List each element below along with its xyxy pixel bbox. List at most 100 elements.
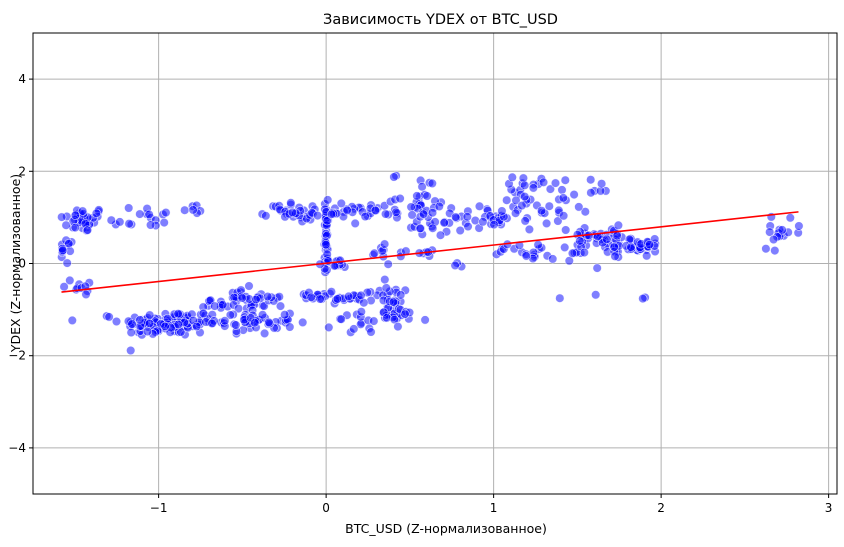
scatter-point bbox=[111, 316, 122, 327]
scatter-point bbox=[381, 283, 391, 293]
scatter-point bbox=[596, 179, 607, 189]
scatter-point bbox=[350, 218, 360, 228]
scatter-point bbox=[415, 223, 425, 233]
scatter-point bbox=[135, 209, 145, 219]
y-tick-label: −4 bbox=[8, 441, 26, 455]
scatter-point bbox=[233, 304, 244, 314]
scatter-point bbox=[356, 307, 366, 317]
scatter-point bbox=[489, 220, 499, 230]
x-tick-label: 3 bbox=[825, 501, 833, 515]
scatter-point bbox=[463, 221, 473, 232]
scatter-point bbox=[336, 198, 346, 208]
scatter-point bbox=[567, 248, 578, 258]
scatter-point bbox=[321, 240, 331, 250]
scatter-point bbox=[544, 201, 554, 211]
scatter-point bbox=[391, 207, 401, 217]
scatter-point bbox=[145, 318, 155, 329]
scatter-point bbox=[67, 315, 77, 326]
scatter-point bbox=[558, 193, 568, 203]
scatter-point bbox=[558, 211, 569, 221]
scatter-point bbox=[336, 314, 346, 324]
scatter-point bbox=[474, 201, 485, 211]
scatter-point bbox=[768, 234, 779, 245]
scatter-point bbox=[470, 215, 480, 226]
scatter-point bbox=[145, 310, 155, 320]
scatter-point bbox=[626, 242, 636, 252]
scatter-point bbox=[400, 309, 410, 319]
scatter-point bbox=[770, 246, 780, 256]
scatter-point bbox=[422, 191, 432, 201]
scatter-point bbox=[533, 240, 543, 250]
scatter-point bbox=[434, 201, 444, 211]
scatter-point bbox=[545, 184, 556, 194]
scatter-point bbox=[435, 230, 446, 240]
scatter-point bbox=[560, 175, 570, 185]
chart-title: Зависимость YDEX от BTC_USD bbox=[323, 12, 558, 28]
scatter-points bbox=[57, 171, 804, 356]
scatter-point bbox=[520, 180, 530, 190]
scatter-point bbox=[349, 324, 359, 334]
scatter-point bbox=[575, 236, 585, 246]
scatter-point bbox=[389, 172, 399, 182]
regression-line-group bbox=[61, 211, 799, 293]
scatter-point bbox=[388, 297, 399, 307]
scatter-point bbox=[502, 195, 512, 205]
scatter-point bbox=[517, 201, 527, 211]
scatter-point bbox=[550, 178, 561, 188]
scatter-point bbox=[62, 258, 72, 268]
scatter-point bbox=[412, 191, 422, 201]
scatter-point bbox=[61, 220, 71, 230]
regression-line bbox=[61, 211, 799, 293]
scatter-point bbox=[455, 225, 465, 236]
scatter-point bbox=[360, 211, 370, 222]
scatter-point bbox=[528, 183, 539, 193]
scatter-point bbox=[77, 206, 88, 216]
y-tick-label: 2 bbox=[18, 164, 26, 178]
scatter-point bbox=[586, 175, 596, 185]
scatter-point bbox=[180, 205, 190, 215]
scatter-point bbox=[613, 220, 624, 230]
scatter-point bbox=[335, 255, 345, 266]
scatter-point bbox=[574, 202, 584, 212]
scatter-point bbox=[161, 208, 171, 218]
scatter-point bbox=[395, 193, 405, 204]
scatter-point bbox=[591, 290, 601, 300]
scatter-point bbox=[326, 209, 337, 219]
scatter-point bbox=[580, 207, 590, 217]
scatter-point bbox=[142, 326, 153, 337]
y-tick-label: 4 bbox=[18, 72, 26, 86]
scatter-point bbox=[638, 294, 648, 304]
scatter-point bbox=[536, 206, 547, 216]
scatter-point bbox=[287, 207, 298, 217]
scatter-point bbox=[263, 292, 273, 302]
scatter-point bbox=[70, 210, 80, 220]
scatter-point bbox=[592, 263, 602, 273]
scatter-point bbox=[59, 282, 69, 292]
scatter-point bbox=[579, 247, 589, 258]
scatter-point bbox=[609, 242, 619, 252]
scatter-point bbox=[124, 219, 134, 229]
scatter-point bbox=[57, 212, 67, 222]
scatter-point bbox=[356, 319, 366, 329]
scatter-point bbox=[160, 321, 170, 332]
x-axis-label: BTC_USD (Z-нормализованное) bbox=[345, 521, 547, 536]
scatter-point bbox=[406, 202, 416, 212]
x-tick-label: 2 bbox=[657, 501, 665, 515]
scatter-point bbox=[548, 254, 558, 264]
scatter-point bbox=[275, 301, 286, 311]
scatter-point bbox=[106, 215, 116, 225]
scatter-point bbox=[521, 251, 531, 261]
scatter-point bbox=[115, 217, 125, 227]
scatter-point bbox=[124, 203, 134, 213]
scatter-point bbox=[315, 294, 325, 304]
scatter-point bbox=[602, 234, 612, 244]
scatter-point bbox=[159, 218, 169, 228]
scatter-point bbox=[382, 313, 392, 323]
scatter-point bbox=[610, 251, 620, 261]
scatter-point bbox=[393, 322, 403, 332]
scatter-point bbox=[369, 316, 379, 326]
scatter-point bbox=[146, 220, 156, 230]
scatter-point bbox=[642, 251, 652, 261]
scatter-point bbox=[144, 209, 154, 219]
scatter-point bbox=[286, 198, 296, 208]
